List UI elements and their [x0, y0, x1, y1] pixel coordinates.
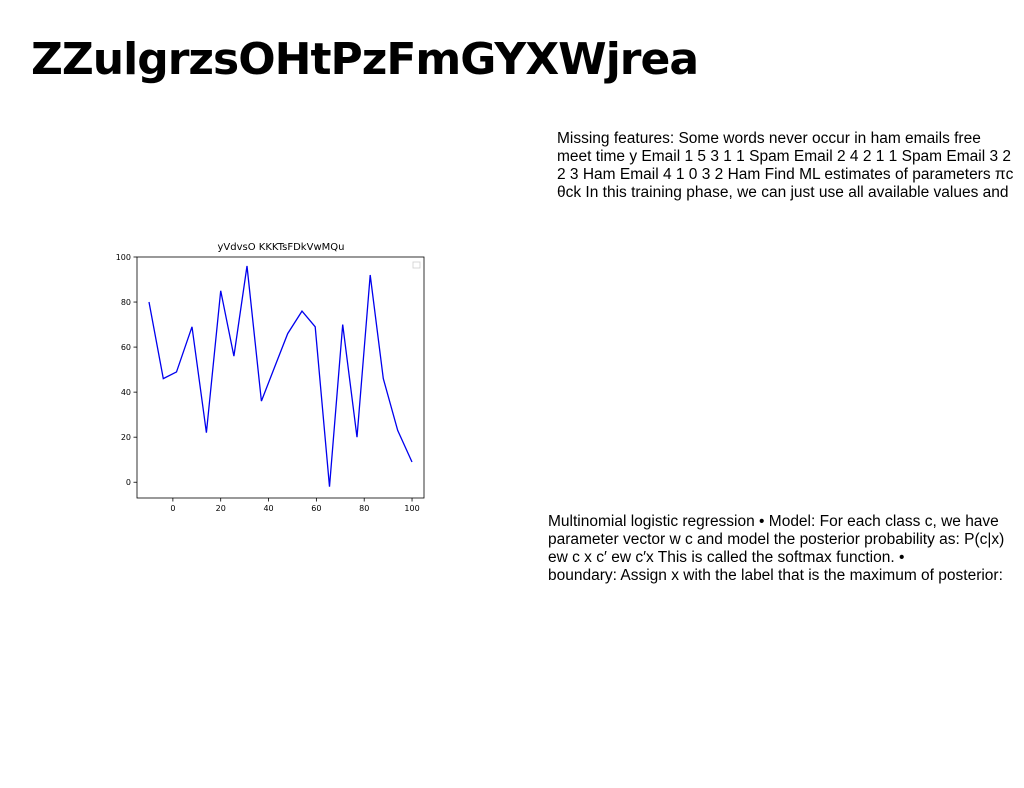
text-line: ew c x c′ ew c′x This is called the soft… — [548, 549, 905, 566]
chart-title: yVdvsO KKKTsFDkVwMQu — [218, 242, 345, 253]
y-tick-label: 60 — [121, 343, 131, 352]
text-line: Multinomial logistic regression • Model:… — [548, 513, 999, 530]
y-axis: 0 20 40 60 80 100 — [116, 253, 137, 487]
text-line: meet time y Email 1 5 3 1 1 Spam Email 2… — [557, 148, 1012, 165]
y-tick-label: 20 — [121, 433, 131, 442]
legend-box — [412, 261, 421, 269]
y-tick-label: 100 — [116, 253, 131, 262]
line-chart: yVdvsO KKKTsFDkVwMQu 0 20 40 60 80 100 0 20 40 6… — [104, 238, 434, 518]
text-line: parameter vector w c and model the poste… — [548, 531, 1005, 548]
x-axis: 0 20 40 60 80 100 — [170, 498, 420, 513]
x-tick-label: 40 — [263, 504, 273, 513]
x-tick-label: 60 — [311, 504, 321, 513]
x-tick-label: 100 — [404, 504, 419, 513]
y-tick-label: 0 — [126, 478, 131, 487]
series-line — [148, 265, 413, 487]
y-tick-label: 80 — [121, 298, 131, 307]
text-block-missing-features: Missing features: Some words never occur… — [557, 130, 1024, 202]
line-chart-svg: yVdvsO KKKTsFDkVwMQu 0 20 40 60 80 100 0 20 40 6… — [116, 242, 425, 513]
series-layer — [148, 265, 413, 487]
plot-area-frame — [136, 256, 425, 499]
x-tick-label: 0 — [170, 504, 175, 513]
text-line: Missing features: Some words never occur… — [557, 130, 981, 147]
x-tick-label: 20 — [216, 504, 226, 513]
text-block-logistic-regression: Multinomial logistic regression • Model:… — [548, 513, 1024, 585]
y-tick-label: 40 — [121, 388, 131, 397]
text-line: θck In this training phase, we can just … — [557, 184, 1009, 201]
text-line: boundary: Assign x with the label that i… — [548, 567, 1003, 584]
slide-title: ZZulgrzsOHtPzFmGYXWjrea — [31, 34, 699, 85]
text-line: 2 3 Ham Email 4 1 0 3 2 Ham Find ML esti… — [557, 166, 1014, 183]
x-tick-label: 80 — [359, 504, 369, 513]
